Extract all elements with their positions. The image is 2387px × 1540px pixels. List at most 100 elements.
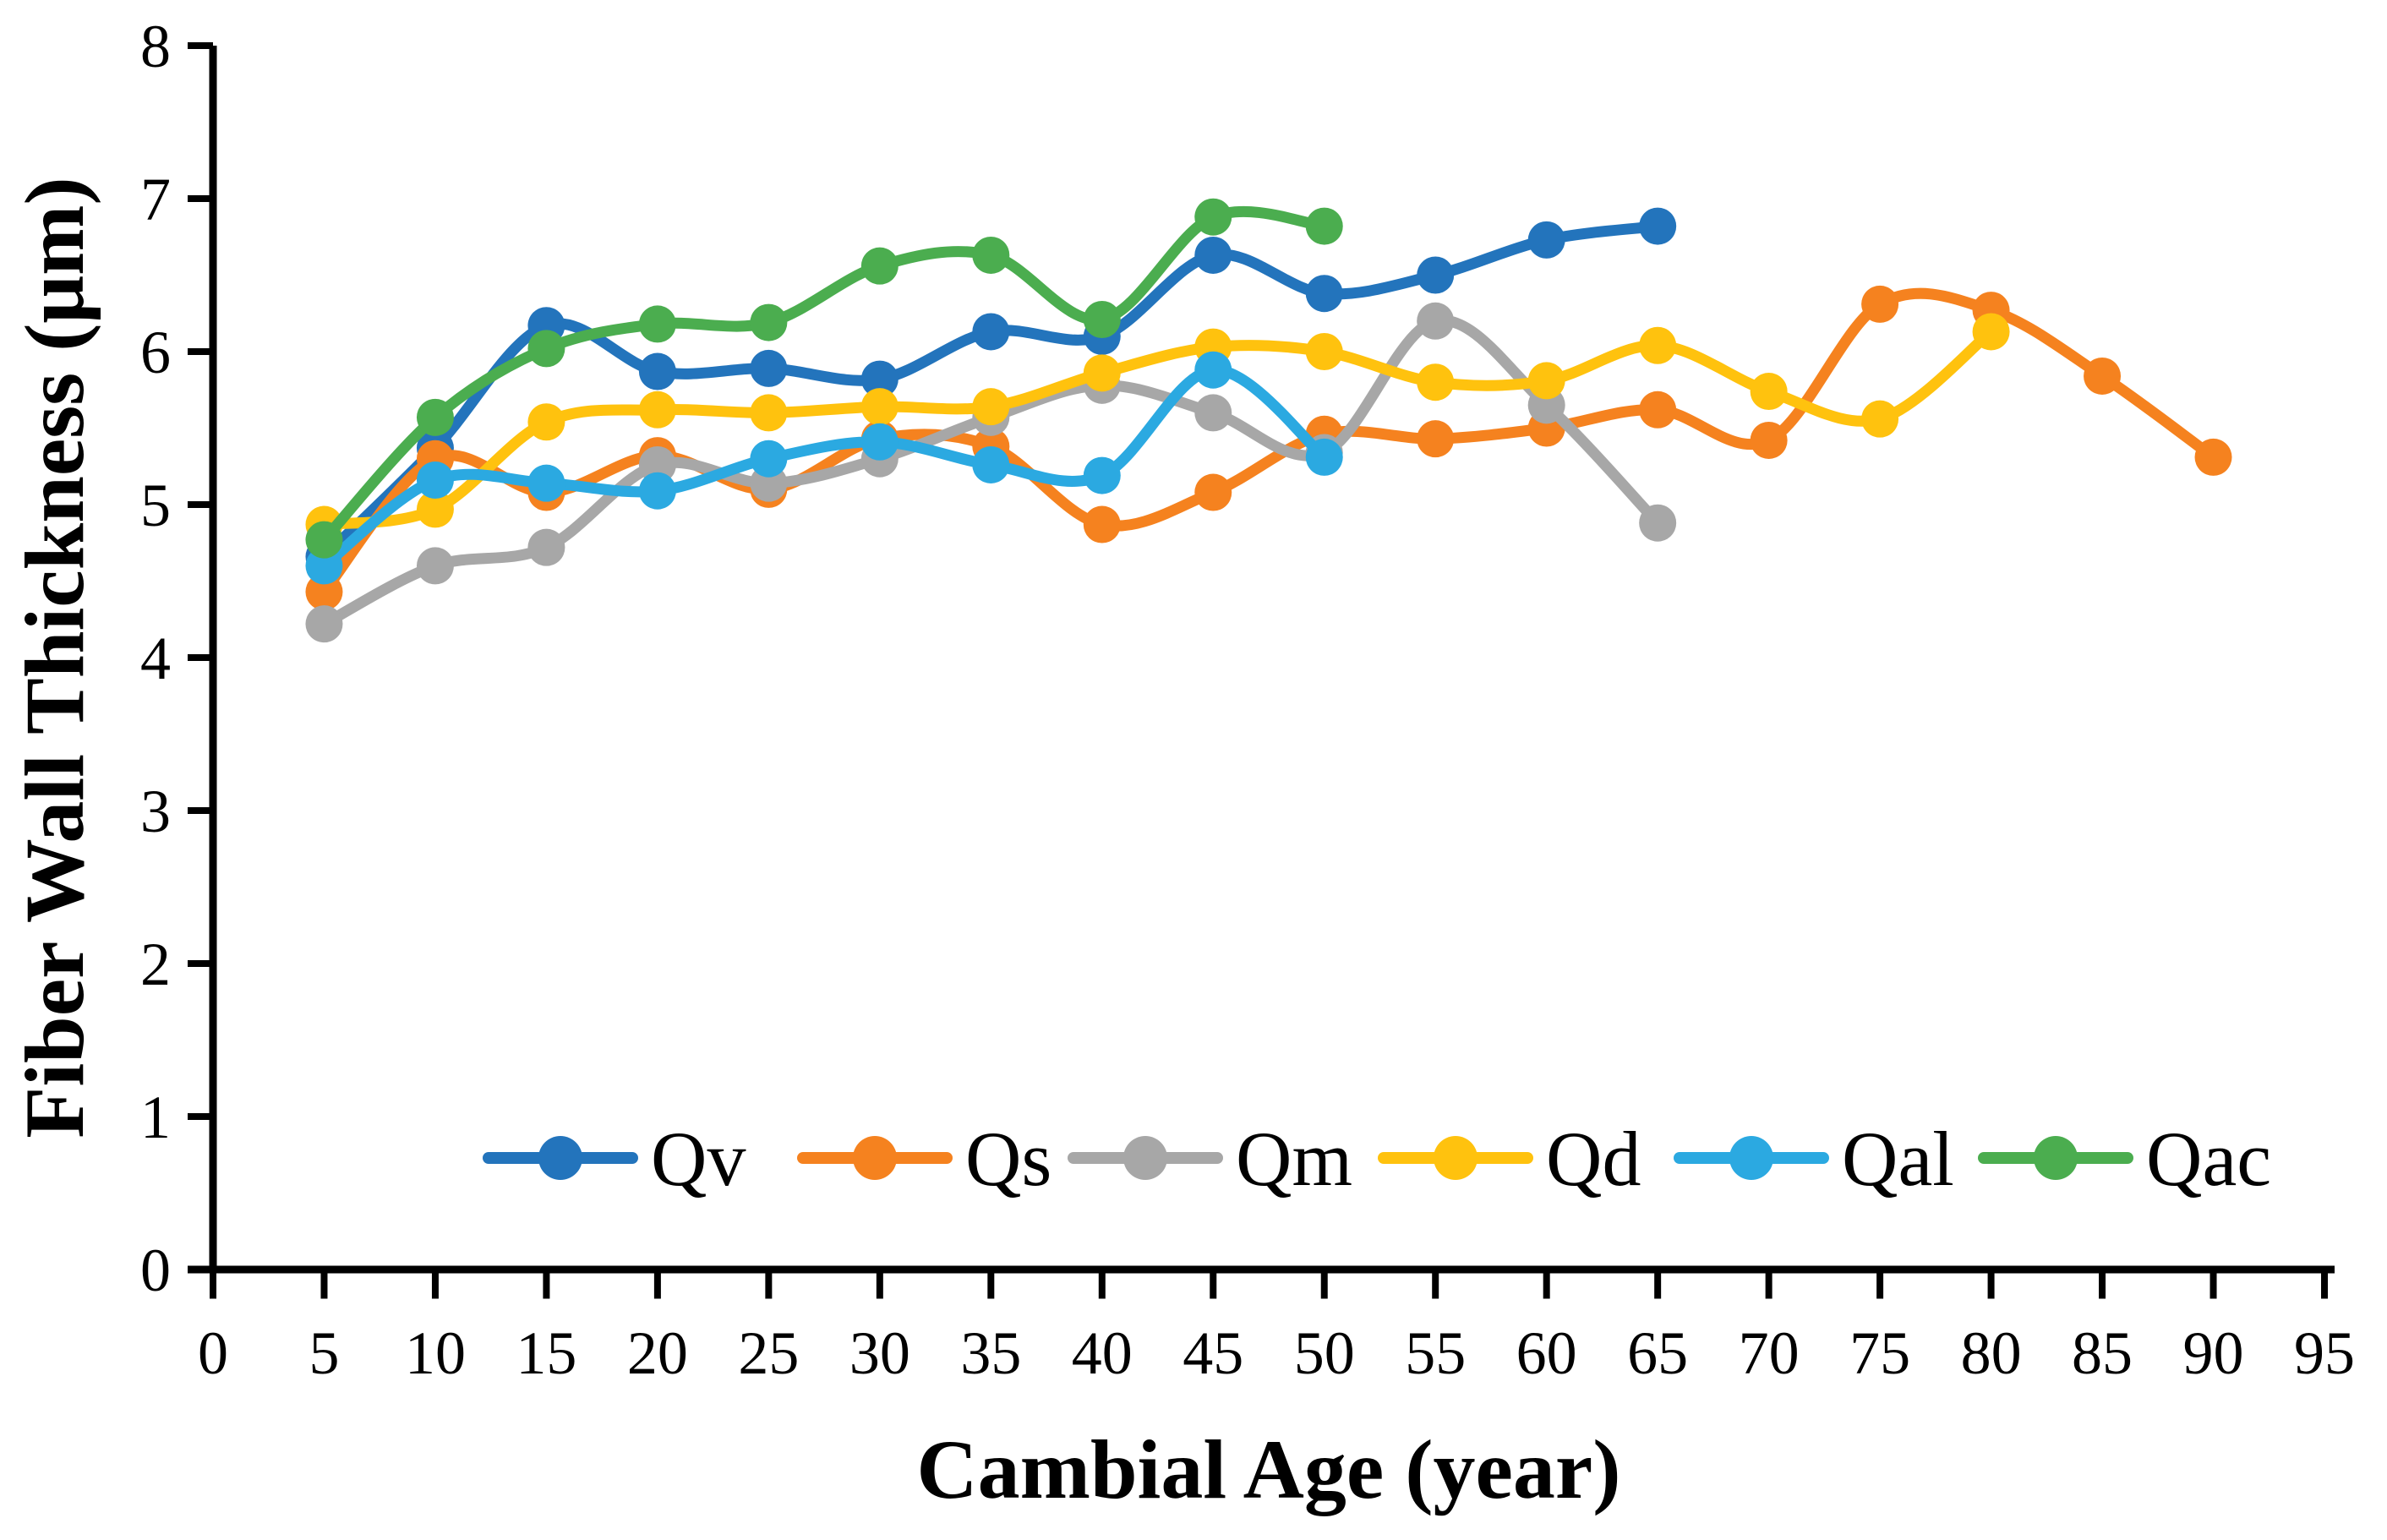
series-Qd-marker	[1750, 373, 1788, 411]
y-tick-label: 0	[140, 1237, 171, 1304]
series-Qm-marker	[416, 547, 454, 585]
series-Qm-marker	[1639, 504, 1677, 542]
y-tick-label: 2	[140, 931, 171, 998]
series-Qv-marker	[1305, 275, 1343, 313]
series-Qd-marker	[860, 388, 899, 426]
series-Qac-marker	[1194, 198, 1232, 236]
y-tick-label: 3	[140, 778, 171, 845]
series-Qd-marker	[416, 490, 454, 528]
series-Qv-marker	[860, 360, 899, 398]
series-Qs-marker	[1083, 505, 1121, 543]
series-Qac-marker	[1305, 207, 1343, 245]
series-Qm-marker	[1194, 394, 1232, 432]
series-Qs-marker	[2084, 357, 2122, 395]
series-Qs-marker	[305, 573, 343, 611]
series-Qac-marker	[750, 303, 788, 341]
series-Qac-marker	[972, 236, 1010, 274]
x-tick-label: 25	[738, 1319, 799, 1387]
y-tick-label: 1	[140, 1084, 171, 1151]
series-Qd-marker	[1527, 362, 1565, 400]
series-Qal-marker	[305, 547, 343, 585]
series-Qal	[305, 351, 1343, 585]
series-Qd-marker	[1972, 313, 2010, 351]
series-Qac-marker	[416, 398, 454, 436]
legend-swatch-marker	[1123, 1136, 1167, 1180]
y-tick-label: 5	[140, 472, 171, 539]
y-tick-label: 7	[140, 166, 171, 233]
x-tick-label: 35	[960, 1319, 1021, 1387]
x-tick-label: 40	[1072, 1319, 1133, 1387]
x-tick-label: 5	[309, 1319, 339, 1387]
series-Qd-marker	[1639, 326, 1677, 364]
legend-label: Qv	[651, 1116, 746, 1202]
series-Qal-line	[318, 364, 1330, 571]
x-tick-label: 80	[1961, 1319, 2022, 1387]
series-Qd-marker	[1305, 333, 1343, 370]
x-tick-label: 85	[2072, 1319, 2133, 1387]
legend-swatch-marker	[853, 1136, 897, 1180]
x-axis-title: Cambial Age (year)	[916, 1423, 1620, 1516]
x-tick-label: 20	[627, 1319, 688, 1387]
series-Qal-marker	[1194, 351, 1232, 389]
series-Qac-marker	[527, 330, 565, 368]
series-Qal-marker	[860, 423, 899, 461]
legend-label: Qac	[2146, 1116, 2271, 1202]
series-Qv-marker	[750, 349, 788, 387]
series-Qs-marker	[2194, 438, 2232, 476]
series-Qm-marker	[1417, 302, 1455, 340]
series-Qac-marker	[305, 521, 343, 559]
series-Qd-marker	[1861, 400, 1899, 438]
series-Qd-marker	[638, 390, 676, 429]
series-Qv-marker	[972, 313, 1010, 351]
series-Qal-marker	[972, 445, 1010, 483]
series-Qm-marker	[638, 445, 676, 483]
legend-item-Qal: Qal	[1674, 1116, 1954, 1202]
series-Qal-marker	[1083, 456, 1121, 494]
legend-swatch-marker	[538, 1136, 582, 1180]
x-tick-label: 70	[1739, 1319, 1800, 1387]
series-Qm-marker	[305, 605, 343, 643]
series-Qal-marker	[1305, 438, 1343, 476]
x-tick-label: 50	[1294, 1319, 1355, 1387]
legend-item-Qv: Qv	[483, 1116, 746, 1202]
x-tick-label: 65	[1627, 1319, 1688, 1387]
series-Qal-marker	[750, 440, 788, 478]
series-Qal-marker	[638, 472, 676, 510]
series-Qs-marker	[1417, 420, 1455, 458]
x-tick-label: 0	[198, 1319, 228, 1387]
series-Qac-marker	[638, 305, 676, 343]
series-Qv-marker	[1194, 236, 1232, 274]
series-Qs-marker	[1639, 390, 1677, 429]
legend-item-Qac: Qac	[1978, 1116, 2271, 1202]
x-tick-label: 30	[849, 1319, 910, 1387]
legend-item-Qs: Qs	[797, 1116, 1051, 1202]
series-Qal-marker	[527, 464, 565, 502]
legend-swatch-marker	[2034, 1136, 2078, 1180]
series-Qv-marker	[638, 352, 676, 390]
series-Qac-marker	[1083, 300, 1121, 338]
legend-label: Qd	[1546, 1116, 1641, 1202]
series-Qv-marker	[1639, 207, 1677, 245]
series-Qs-marker	[1194, 473, 1232, 511]
y-tick-label: 4	[140, 625, 171, 692]
series-Qac-marker	[860, 247, 899, 285]
x-tick-label: 95	[2294, 1319, 2355, 1387]
series-Qd-marker	[750, 394, 788, 432]
series-Qv-marker	[1417, 256, 1455, 294]
legend-swatch-marker	[1434, 1136, 1478, 1180]
x-tick-label: 15	[516, 1319, 576, 1387]
series-Qac	[305, 198, 1343, 559]
y-tick-label: 8	[140, 13, 171, 80]
x-tick-label: 45	[1183, 1319, 1243, 1387]
x-tick-label: 90	[2183, 1319, 2244, 1387]
x-tick-label: 60	[1516, 1319, 1577, 1387]
series-Qv-marker	[1527, 221, 1565, 259]
series-Qd-marker	[1417, 363, 1455, 401]
legend-label: Qm	[1236, 1116, 1352, 1202]
legend-label: Qs	[965, 1116, 1051, 1202]
series-Qac-line	[318, 205, 1330, 546]
chart-legend: Qv Qs Qm Qd Qal Qac	[483, 1116, 2271, 1202]
legend-swatch-marker	[1729, 1136, 1773, 1180]
